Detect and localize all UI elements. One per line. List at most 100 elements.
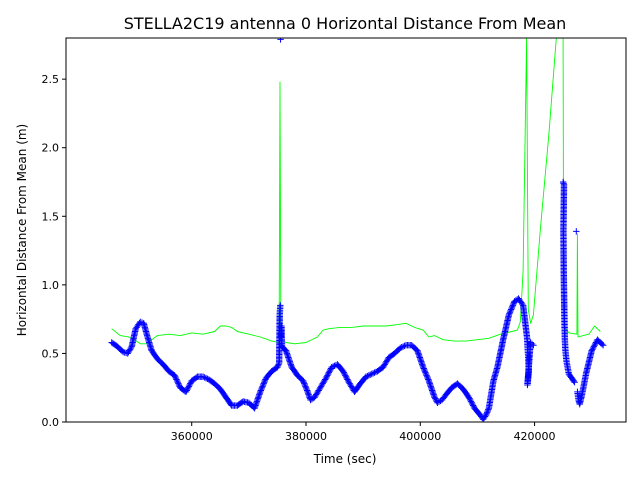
data-point-marker — [419, 363, 427, 371]
data-point-marker — [589, 344, 597, 352]
data-point-marker — [469, 402, 477, 409]
data-point-marker — [261, 379, 268, 386]
data-point-marker — [506, 309, 514, 316]
data-point-marker — [126, 346, 134, 353]
series-line — [111, 38, 601, 345]
data-point-marker — [384, 357, 391, 364]
data-point-marker — [425, 376, 432, 383]
data-point-marker — [328, 363, 335, 371]
data-point-marker — [485, 406, 492, 413]
data-point-marker — [420, 365, 427, 372]
data-point-marker — [118, 347, 126, 355]
data-point-marker — [318, 381, 326, 389]
data-point-marker — [259, 381, 267, 389]
data-point-marker — [467, 396, 474, 404]
x-tick-label: 360000 — [171, 430, 213, 443]
data-point-marker — [326, 368, 333, 375]
y-tick-label: 2.5 — [42, 73, 60, 86]
data-point-marker — [185, 383, 193, 390]
data-point-marker — [175, 380, 182, 387]
x-axis-label: Time (sec) — [313, 452, 377, 466]
data-point-marker — [342, 373, 350, 380]
y-tick-label: 1.5 — [42, 210, 60, 223]
data-point-marker — [329, 363, 337, 370]
data-point-marker — [432, 395, 439, 402]
data-point-marker — [258, 385, 265, 393]
data-point-marker — [528, 340, 536, 348]
data-point-marker — [174, 379, 181, 386]
data-point-marker — [591, 342, 598, 349]
data-point-marker — [598, 340, 606, 348]
data-point-marker — [277, 302, 284, 309]
data-point-marker — [303, 385, 310, 393]
data-point-marker — [380, 362, 388, 369]
x-tick-label: 420000 — [514, 430, 556, 443]
y-tick-label: 1.0 — [42, 279, 60, 292]
data-point-marker — [300, 379, 307, 386]
data-point-marker — [342, 372, 349, 379]
data-point-marker — [311, 394, 318, 401]
data-point-marker — [379, 363, 387, 371]
data-point-marker — [184, 384, 192, 391]
data-point-marker — [325, 369, 333, 376]
data-point-marker — [362, 373, 370, 380]
data-point-marker — [274, 362, 282, 369]
data-point-marker — [277, 38, 284, 43]
data-point-marker — [173, 376, 180, 383]
plot-area — [65, 37, 627, 423]
data-point-marker — [323, 373, 330, 380]
data-point-marker — [315, 387, 322, 394]
y-axis: 0.0 0.5 1.0 1.5 2.0 2.5 — [42, 73, 66, 429]
data-point-marker — [259, 383, 266, 390]
data-point-marker — [199, 373, 207, 380]
data-point-marker — [301, 380, 308, 387]
data-point-marker — [312, 392, 319, 400]
data-point-marker — [324, 372, 331, 379]
data-point-marker — [313, 390, 321, 397]
data-point-marker — [397, 344, 404, 352]
data-point-marker — [344, 376, 351, 383]
data-point-marker — [316, 385, 323, 393]
marker-series — [108, 38, 607, 422]
data-point-marker — [186, 381, 193, 389]
data-point-marker — [313, 391, 320, 398]
data-point-marker — [172, 373, 179, 380]
data-point-marker — [201, 374, 208, 381]
data-point-marker — [423, 373, 431, 380]
data-point-marker — [127, 344, 135, 352]
series-layer — [108, 38, 607, 422]
y-tick-label: 0.0 — [42, 416, 60, 429]
data-point-marker — [422, 370, 430, 378]
data-point-marker — [506, 310, 513, 317]
data-point-marker — [590, 343, 598, 350]
data-point-marker — [317, 384, 324, 391]
data-point-marker — [469, 400, 476, 408]
data-point-marker — [341, 370, 348, 378]
data-point-marker — [570, 377, 577, 385]
data-point-marker — [482, 411, 490, 419]
data-point-marker — [371, 369, 378, 376]
x-tick-label: 400000 — [399, 430, 441, 443]
data-point-marker — [324, 370, 332, 378]
data-point-marker — [327, 366, 334, 374]
data-point-marker — [368, 370, 375, 378]
data-point-marker — [481, 413, 489, 420]
data-point-marker — [345, 379, 353, 386]
data-point-marker — [484, 407, 491, 415]
data-point-marker — [530, 342, 537, 349]
data-point-marker — [275, 361, 282, 368]
data-point-marker — [383, 358, 390, 365]
data-point-marker — [343, 374, 350, 382]
data-point-marker — [302, 383, 309, 390]
data-point-marker — [364, 372, 371, 380]
data-point-marker — [483, 409, 491, 416]
data-point-marker — [124, 350, 131, 357]
data-point-marker — [381, 361, 388, 368]
data-point-marker — [173, 377, 181, 385]
data-point-marker — [299, 377, 307, 385]
data-point-marker — [302, 384, 310, 391]
x-tick-label: 380000 — [285, 430, 327, 443]
data-point-marker — [274, 363, 281, 371]
data-point-marker — [184, 385, 191, 393]
data-point-marker — [261, 377, 269, 385]
